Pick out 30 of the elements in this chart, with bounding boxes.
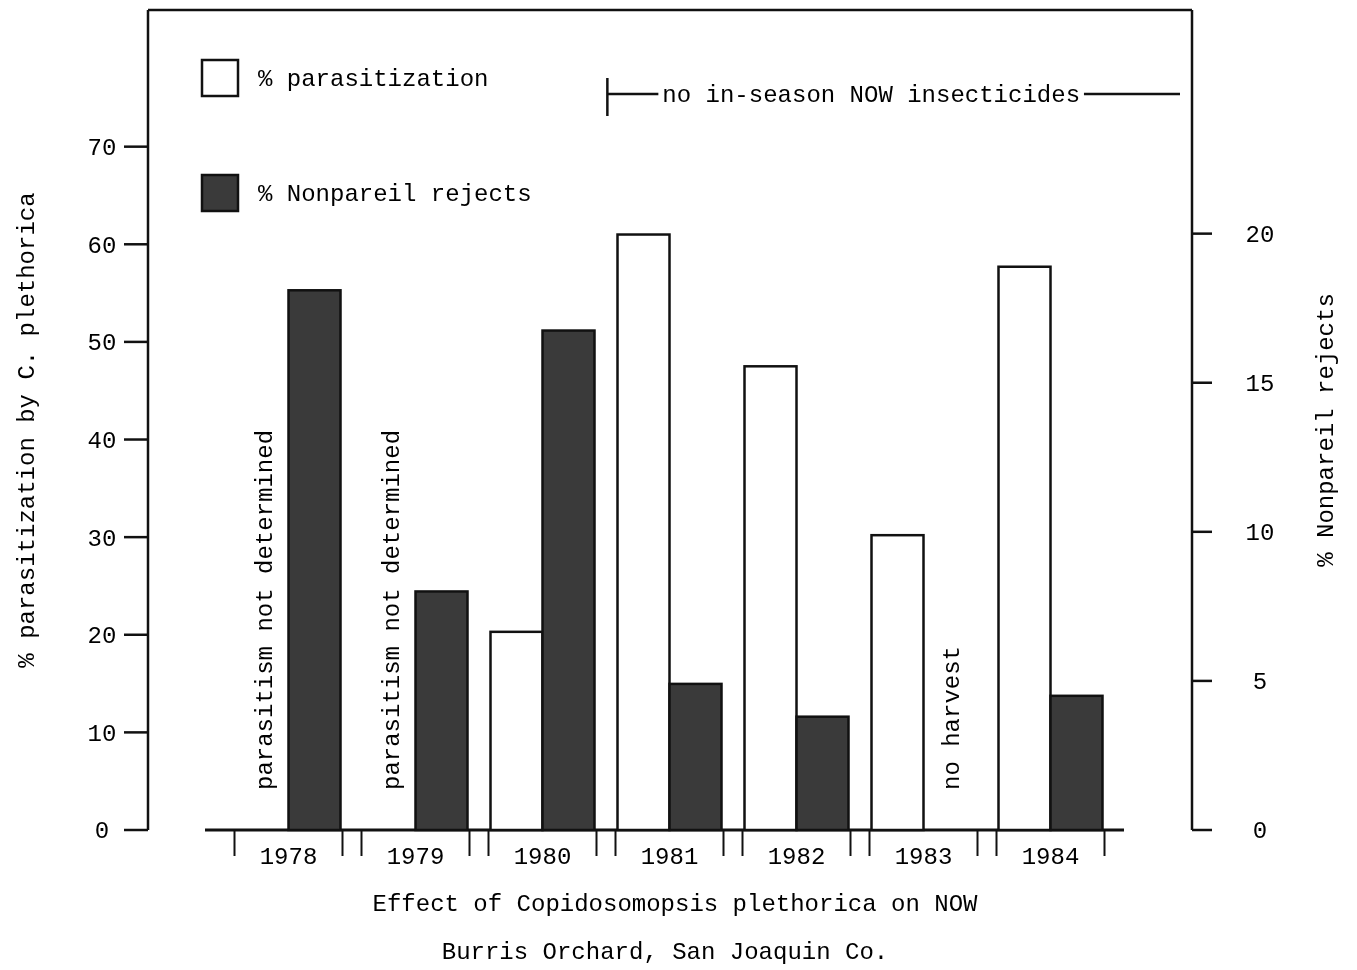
y-tick-label: 50: [87, 330, 117, 358]
x-tick-label: 1978: [259, 844, 318, 871]
y-tick-label: 60: [87, 232, 117, 260]
y-tick-label: 10: [87, 720, 117, 748]
x-tick-label: 1981: [640, 844, 699, 871]
y2-tick-label: 5: [1252, 669, 1268, 697]
legend-label: % parasitization: [258, 66, 489, 94]
y-tick-label: 30: [87, 525, 117, 553]
y2-axis-title: % Nonpareil rejects: [1313, 293, 1340, 567]
annotation: no harvest: [938, 645, 966, 790]
y2-tick-label: 15: [1245, 371, 1275, 399]
x-tick-label: 1984: [1021, 844, 1080, 871]
y2-tick-label: 10: [1245, 520, 1275, 548]
y2-tick-label: 0: [1252, 818, 1268, 846]
text: Burris Orchard, San Joaquin Co.: [441, 939, 889, 966]
x-tick-label: 1983: [894, 844, 953, 871]
annotation: parasitism not determined: [251, 429, 279, 790]
y-tick-label: 20: [87, 623, 117, 651]
y2-tick-label: 20: [1245, 222, 1275, 250]
x-tick-label: 1979: [386, 844, 445, 871]
y-tick-label: 40: [87, 427, 117, 455]
x-tick-label: 1982: [767, 844, 826, 871]
x-tick-label: 1980: [513, 844, 572, 871]
text: Effect of Copidosomopsis plethorica on NOW: [372, 891, 979, 918]
y-axis-title: % parasitization by C. plethorica: [14, 192, 41, 668]
legend-label: % Nonpareil rejects: [258, 181, 532, 209]
annotation: parasitism not determined: [378, 429, 406, 790]
y-tick-label: 70: [87, 135, 117, 163]
annotation: no in-season NOW insecticides: [662, 82, 1081, 110]
y-tick-label: 0: [94, 818, 110, 846]
